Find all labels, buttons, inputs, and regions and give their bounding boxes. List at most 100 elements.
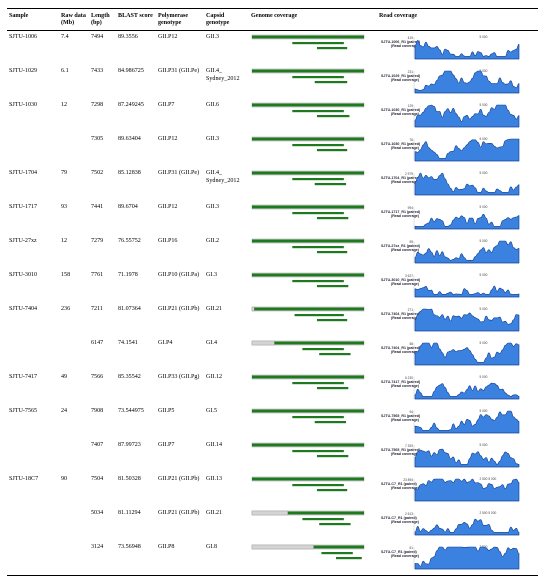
cell-blast: 87.249245 xyxy=(118,102,144,109)
x-tick-label: 5 000 xyxy=(479,137,487,141)
coverage-area xyxy=(414,309,520,332)
table-row: SJTU-1704 79 7502 85.12838 GII.P31 (GII.Pe) G… xyxy=(7,167,538,201)
read-coverage-cell: SJTU-7404_R1 (paired) (Read coverage) 271 5… xyxy=(377,303,538,337)
uncovered-region xyxy=(251,341,275,346)
x-tick-label: 5 000 xyxy=(479,307,487,311)
genome-coverage-graphic xyxy=(251,409,365,424)
cell-sample: SJTU-7417 xyxy=(9,374,38,381)
orf-bar xyxy=(292,416,344,419)
orf-bar xyxy=(316,319,348,322)
track-sublabel: (Read coverage) xyxy=(391,180,420,184)
track-label: SJTU-7417_R1 (paired) xyxy=(381,380,421,384)
coverage-area xyxy=(414,449,520,468)
cell-blast: 73.56948 xyxy=(116,541,156,576)
cell-polymerase: GII.P12 xyxy=(158,34,178,41)
track-label: SJTU-7565_R1 (paired) xyxy=(381,448,421,452)
genome-coverage-graphic xyxy=(251,545,365,560)
x-tick-label: 2 500 5 000 xyxy=(479,477,496,481)
coverage-area xyxy=(414,214,520,230)
cell-raw-data: 6.1 xyxy=(61,68,69,75)
coverage-area xyxy=(414,383,520,400)
orf-bar xyxy=(316,115,350,118)
orf-bar xyxy=(292,246,344,249)
cell-raw-data: 79 xyxy=(61,170,68,177)
read-coverage-plot: SJTU-C7_R1 (paired)(Read coverage) 2 613 2… xyxy=(381,511,520,536)
table-row: SJTU-18C7 90 7504 81.50328 GII.P21 (GII.Pb) G… xyxy=(7,473,538,507)
read-coverage-plot: SJTU-7404_R1 (paired)(Read coverage) 271 5… xyxy=(381,307,520,332)
cell-sample: SJTU-7404 xyxy=(9,306,38,313)
cell-raw-data xyxy=(59,507,89,541)
table-row: 7407 87.99723 GII.P7 GII.14 SJTU-7565_R1 (pa… xyxy=(7,439,538,473)
genome-coverage-graphic xyxy=(251,443,365,458)
cell-length: 7407 xyxy=(91,442,104,449)
genome-coverage-graphic xyxy=(251,239,365,254)
track-sublabel: (Read coverage) xyxy=(391,418,420,422)
track-sublabel: (Read coverage) xyxy=(391,78,420,82)
header-capsid: Capsid genotype xyxy=(204,7,249,32)
genome-coverage-cell xyxy=(249,439,377,473)
read-coverage-plot: SJTU-C7_R1 (paired)(Read coverage) 23 894… xyxy=(381,477,520,502)
cell-sample: SJTU-1030 xyxy=(9,102,38,109)
cell-capsid: GII.4_ Sydney_2012 xyxy=(206,68,240,82)
covered-region-main xyxy=(254,307,364,311)
y-max-label: 419 xyxy=(408,36,414,40)
x-tick-label: 5 000 xyxy=(479,103,487,107)
genome-coverage-graphic xyxy=(251,307,365,322)
header-read-coverage: Read coverage xyxy=(377,7,538,32)
orf-bar xyxy=(302,348,344,351)
cell-length: 6147 xyxy=(91,340,104,347)
coverage-area xyxy=(414,71,520,94)
cell-sample: SJTU-7565 xyxy=(9,408,38,415)
orf-bar xyxy=(302,518,344,521)
genome-coverage-cell xyxy=(249,405,377,439)
covered-region-main xyxy=(252,273,364,277)
cell-raw-data xyxy=(59,133,89,167)
track-sublabel: (Read coverage) xyxy=(391,350,420,354)
orf-bar xyxy=(316,217,349,220)
cell-polymerase: GII.P31 (GII.Pe) xyxy=(158,170,200,177)
track-sublabel: (Read coverage) xyxy=(391,316,420,320)
covered-region-main xyxy=(252,409,364,413)
track-label: SJTU-3010_R1 (paired) xyxy=(381,278,421,282)
orf-bar xyxy=(316,251,348,254)
cell-sample: SJTU-1029 xyxy=(9,68,38,75)
covered-region-main xyxy=(274,341,364,345)
genome-coverage-cell xyxy=(249,337,377,371)
cell-sample: SJTU-18C7 xyxy=(9,476,39,483)
cell-sample xyxy=(7,133,59,167)
covered-region-main xyxy=(252,375,364,379)
track-sublabel: (Read coverage) xyxy=(391,554,420,558)
x-tick-label: 5 000 xyxy=(479,69,487,73)
read-coverage-cell: SJTU-C7_R1 (paired)(Read coverage)612 50… xyxy=(377,541,538,576)
y-max-label: 76 xyxy=(409,138,413,142)
cell-blast: 74.1541 xyxy=(118,340,138,347)
track-sublabel: (Read coverage) xyxy=(391,146,420,150)
covered-region-main xyxy=(252,171,364,175)
y-max-label: 61 xyxy=(409,546,413,550)
y-max-label: 95 xyxy=(409,240,413,244)
cell-capsid: GII.4_ Sydney_2012 xyxy=(206,170,240,184)
covered-region-main xyxy=(287,511,364,515)
y-max-label: 271 xyxy=(408,308,414,312)
cell-capsid: GI.4 xyxy=(206,340,218,347)
orf-bar xyxy=(292,110,344,113)
cell-polymerase: GII.P16 xyxy=(158,238,178,245)
genome-coverage-cell xyxy=(249,473,377,507)
genome-coverage-cell xyxy=(249,201,377,235)
y-max-label: 94 xyxy=(409,410,413,414)
coverage-area xyxy=(414,519,520,536)
cell-length: 7279 xyxy=(91,238,104,245)
table-row: 7305 89.63404 GII.P12 GII.3 SJTU-1030_R1 (pa… xyxy=(7,133,538,167)
cell-raw-data: 12 xyxy=(61,102,68,109)
header-sample: Sample xyxy=(7,7,59,32)
cell-raw-data xyxy=(59,439,89,473)
track-label: SJTU-7404_R1 (paired) xyxy=(381,312,421,316)
table-row: SJTU-3010 158 7761 71.1978 GII.P10 (GII.Pa) G… xyxy=(7,269,538,303)
read-coverage-plot: SJTU-7565_R1 (paired)(Read coverage) 7 39… xyxy=(381,443,520,468)
read-coverage-plot: SJTU-1006_R1 (paired)(Read coverage) 419 5… xyxy=(381,35,520,60)
cell-blast: 81.11294 xyxy=(118,510,141,517)
track-label: SJTU-C7_R1 (paired) xyxy=(381,482,418,486)
track-label: SJTU-1006_R1 (paired) xyxy=(381,40,421,44)
coverage-area xyxy=(414,411,520,434)
genome-coverage-cell xyxy=(249,371,377,405)
